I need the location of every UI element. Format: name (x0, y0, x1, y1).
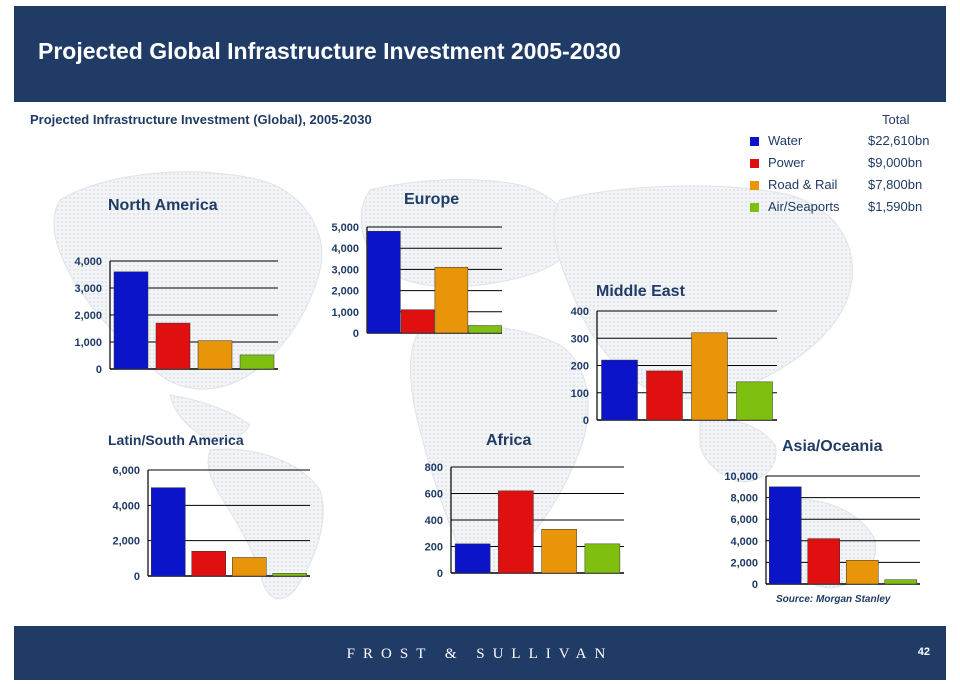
chart-latin-south-america: 0 2,000 4,000 6,000 (112, 465, 310, 583)
chart-title-europe: Europe (404, 191, 460, 208)
bar-road-rail (197, 340, 233, 370)
legend-item-air-seaports: Air/Seaports $1,590bn (748, 198, 948, 216)
y-tick-label: 4,000 (74, 256, 102, 268)
y-tick-label: 3,000 (74, 283, 102, 295)
chart-title-latin-south-america: Latin/South America (108, 432, 244, 448)
page-number: 42 (917, 646, 930, 658)
legend-item-road-rail: Road & Rail $7,800bn (748, 176, 948, 194)
chart-asia-oceania: 0 2,000 4,000 6,000 8,000 10,000 (724, 471, 920, 591)
chart-title-asia-oceania: Asia/Oceania (782, 438, 883, 455)
y-tick-label: 2,000 (112, 536, 140, 548)
bar-power (155, 322, 191, 370)
y-tick-label: 200 (571, 361, 589, 373)
chart-europe: 0 1,000 2,000 3,000 4,000 5,000 (331, 222, 502, 340)
legend-total-value: $7,800bn (868, 177, 923, 192)
chart-africa: 0 200 400 600 800 (425, 462, 624, 580)
bar-road-rail (846, 559, 879, 585)
bar-air-seaports (584, 543, 621, 574)
bar-road-rail (434, 267, 469, 334)
legend-label: Power (768, 155, 805, 170)
y-tick-label: 300 (571, 333, 589, 345)
bar-road-rail (691, 332, 728, 421)
y-tick-label: 8,000 (730, 493, 758, 505)
footer-banner: FROST & SULLIVAN 42 (14, 626, 946, 680)
bar-road-rail (232, 557, 267, 577)
legend-label: Road & Rail (768, 177, 838, 192)
bar-water (601, 359, 638, 421)
legend-total-label: Total (882, 112, 910, 127)
header-banner: Projected Global Infrastructure Investme… (14, 6, 946, 102)
y-tick-label: 4,000 (331, 243, 359, 255)
bar-water (367, 230, 401, 334)
legend-swatch (750, 159, 759, 168)
y-tick-label: 4,000 (730, 536, 758, 548)
bar-power (400, 309, 435, 334)
bar-air-seaports (736, 381, 773, 421)
y-tick-label: 1,000 (74, 337, 102, 349)
bar-air-seaports (239, 354, 275, 370)
legend-swatch (750, 137, 759, 146)
bar-power (807, 538, 840, 585)
chart-title-africa: Africa (486, 432, 532, 449)
bar-air-seaports (884, 579, 917, 585)
chart-north-america: 0 1,000 2,000 3,000 4,000 (74, 256, 278, 376)
y-tick-label: 4,000 (112, 500, 140, 512)
y-tick-label: 0 (96, 364, 102, 376)
y-tick-label: 600 (425, 489, 443, 501)
y-tick-label: 6,000 (112, 465, 140, 477)
y-tick-label: 400 (425, 515, 443, 527)
chart-title-north-america: North America (108, 197, 218, 214)
y-tick-label: 800 (425, 462, 443, 474)
bar-water (113, 271, 149, 370)
legend-swatch (750, 181, 759, 190)
y-tick-label: 0 (752, 579, 758, 591)
y-tick-label: 0 (134, 571, 140, 583)
y-tick-label: 2,000 (331, 286, 359, 298)
bar-power (191, 551, 226, 577)
y-tick-label: 0 (437, 568, 443, 580)
y-tick-label: 0 (583, 415, 589, 427)
y-tick-label: 1,000 (331, 307, 359, 319)
y-tick-label: 400 (571, 306, 589, 318)
y-tick-label: 2,000 (730, 557, 758, 569)
legend-total-value: $1,590bn (868, 199, 923, 214)
chart-middle-east: 0 100 200 300 400 (571, 306, 777, 427)
y-tick-label: 2,000 (74, 310, 102, 322)
bar-power (498, 490, 534, 574)
chart-title-middle-east: Middle East (596, 283, 685, 300)
chart-subtitle: Projected Infrastructure Investment (Glo… (30, 112, 372, 127)
y-tick-label: 3,000 (331, 264, 359, 276)
y-tick-label: 10,000 (724, 471, 758, 483)
legend: Total Water $22,610bn Power $9,000bn Roa… (748, 110, 948, 220)
bar-power (646, 370, 683, 421)
source-note: Source: Morgan Stanley (776, 594, 891, 605)
y-tick-label: 200 (425, 542, 443, 554)
legend-label: Air/Seaports (768, 199, 840, 214)
brand-logo: FROST & SULLIVAN (346, 646, 614, 662)
legend-item-water: Water $22,610bn (748, 132, 948, 150)
y-tick-label: 6,000 (730, 514, 758, 526)
y-tick-label: 0 (353, 328, 359, 340)
legend-label: Water (768, 133, 803, 148)
page-title: Projected Global Infrastructure Investme… (38, 38, 621, 64)
y-tick-label: 100 (571, 388, 589, 400)
bar-road-rail (541, 529, 577, 574)
bar-water (454, 543, 491, 574)
bar-water (769, 486, 802, 585)
bar-air-seaports (468, 325, 502, 334)
y-tick-label: 5,000 (331, 222, 359, 234)
bar-air-seaports (272, 573, 307, 577)
legend-swatch (750, 203, 759, 212)
legend-item-power: Power $9,000bn (748, 154, 948, 172)
legend-total-value: $22,610bn (868, 133, 930, 148)
bar-water (151, 487, 186, 577)
legend-total-value: $9,000bn (868, 155, 923, 170)
